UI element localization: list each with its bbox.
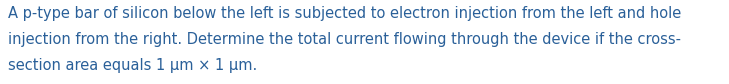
Text: section area equals 1 μm × 1 μm.: section area equals 1 μm × 1 μm.	[8, 58, 257, 73]
Text: injection from the right. Determine the total current flowing through the device: injection from the right. Determine the …	[8, 32, 681, 47]
Text: A p-type bar of silicon below the left is subjected to electron injection from t: A p-type bar of silicon below the left i…	[8, 6, 681, 21]
